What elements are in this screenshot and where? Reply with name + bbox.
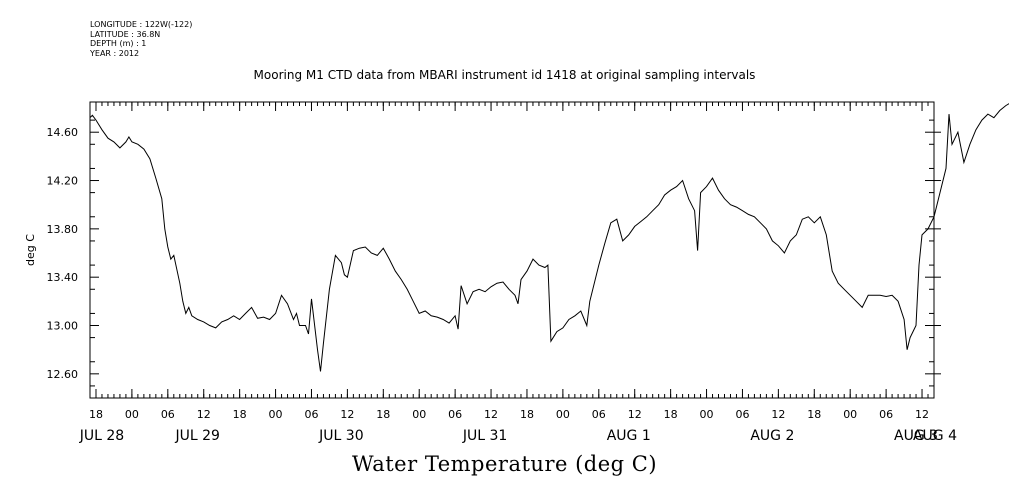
x-tick-label: 12 — [915, 408, 929, 421]
x-date-label: AUG 4 — [913, 428, 957, 444]
x-tick-label: 18 — [807, 408, 821, 421]
y-axis-left: 12.60 13.00 13.40 13.80 14.20 14.60 — [47, 126, 99, 381]
metadata-block: LONGITUDE : 122W(-122) LATITUDE : 36.8N … — [90, 20, 192, 58]
x-axis: 18 00 06 12 18 00 06 12 18 00 06 12 18 00 06 12 18 00 06 12… — [79, 102, 957, 444]
y-tick-label: 14.60 — [47, 126, 79, 139]
metadata-depth: DEPTH (m) : 1 — [90, 39, 147, 48]
x-tick-label: 06 — [161, 408, 175, 421]
x-tick-label: 00 — [700, 408, 714, 421]
x-tick-label: 12 — [197, 408, 211, 421]
y-tick-label: 13.00 — [47, 320, 79, 333]
x-tick-label: 18 — [233, 408, 247, 421]
x-tick-label: 06 — [304, 408, 318, 421]
y-tick-label: 13.80 — [47, 223, 79, 236]
x-tick-label: 06 — [735, 408, 749, 421]
y-axis-label: deg C — [24, 234, 37, 266]
metadata-year: YEAR : 2012 — [90, 48, 140, 58]
x-date-label: AUG 3 — [894, 428, 938, 444]
x-tick-label: 12 — [628, 408, 642, 421]
x-tick-label: 00 — [412, 408, 426, 421]
chart-title: Mooring M1 CTD data from MBARI instrumen… — [253, 68, 756, 82]
x-axis-label: Water Temperature (deg C) — [351, 452, 658, 476]
x-tick-label: 12 — [340, 408, 354, 421]
x-date-label: JUL 28 — [79, 428, 124, 444]
x-date-label: JUL 31 — [462, 428, 507, 444]
x-tick-label: 18 — [89, 408, 103, 421]
x-tick-label: 06 — [592, 408, 606, 421]
plot-frame — [89, 101, 935, 399]
x-tick-label: 18 — [376, 408, 390, 421]
metadata-longitude: LONGITUDE : 122W(-122) — [90, 20, 193, 29]
x-tick-label: 06 — [879, 408, 893, 421]
y-tick-label: 14.20 — [47, 175, 79, 188]
x-tick-label: 12 — [771, 408, 785, 421]
x-date-label: AUG 1 — [607, 428, 651, 444]
y-tick-label: 13.40 — [47, 271, 79, 284]
x-tick-label: 18 — [664, 408, 678, 421]
series-line — [89, 103, 1009, 372]
metadata-latitude: LATITUDE : 36.8N — [90, 29, 161, 39]
x-date-label: AUG 2 — [750, 428, 794, 444]
x-tick-label: 00 — [125, 408, 139, 421]
x-tick-label: 12 — [484, 408, 498, 421]
x-date-label: JUL 30 — [318, 428, 363, 444]
y-axis-right — [925, 131, 941, 375]
x-tick-label: 18 — [520, 408, 534, 421]
x-tick-label: 00 — [269, 408, 283, 421]
x-tick-label: 00 — [556, 408, 570, 421]
x-tick-label: 00 — [843, 408, 857, 421]
x-tick-label: 06 — [448, 408, 462, 421]
y-tick-label: 12.60 — [47, 368, 79, 381]
series-group — [89, 103, 1009, 372]
x-date-label: JUL 29 — [175, 428, 220, 444]
minor-ticks — [89, 102, 935, 398]
